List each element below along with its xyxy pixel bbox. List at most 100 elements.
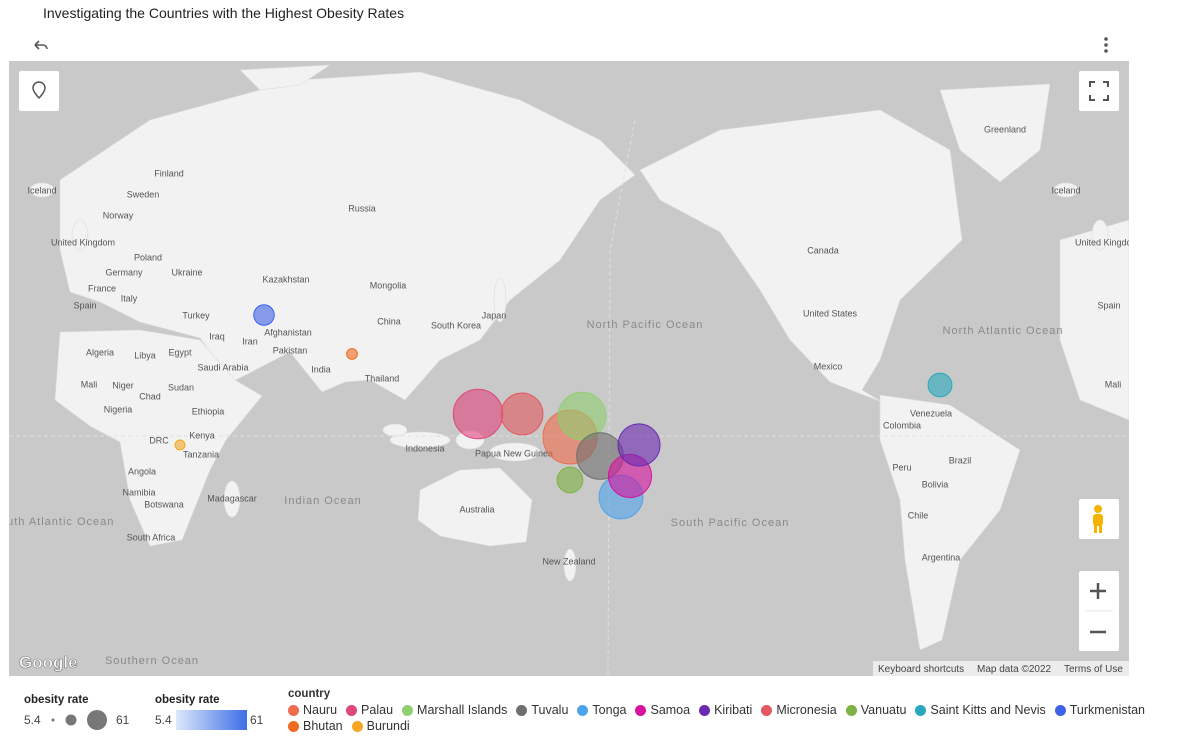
country-label: Spain [73, 300, 96, 310]
bubble [346, 348, 358, 360]
color-legend-max: 61 [250, 713, 264, 727]
country-label: Mexico [814, 361, 843, 371]
locate-button[interactable] [19, 71, 59, 111]
size-legend-min: 5.4 [24, 713, 41, 727]
country-label: United Kingdom [51, 237, 115, 247]
legend-item[interactable]: Bhutan [288, 719, 343, 733]
legend-label: Bhutan [303, 719, 343, 733]
legend-swatch [635, 704, 647, 716]
bubble [253, 304, 275, 326]
legend-label: Saint Kitts and Nevis [930, 703, 1046, 717]
country-label: Egypt [168, 347, 192, 357]
legend-swatch [699, 704, 711, 716]
fullscreen-button[interactable] [1079, 71, 1119, 111]
bubble [617, 423, 661, 467]
country-label: United States [803, 308, 858, 318]
country-label: Argentina [922, 552, 961, 562]
shortcuts-link[interactable]: Keyboard shortcuts [878, 664, 964, 675]
color-legend-title: obesity rate [155, 694, 220, 706]
legend-item[interactable]: Saint Kitts and Nevis [915, 703, 1046, 717]
legend-label: Tuvalu [531, 703, 569, 717]
ocean-label: South Atlantic Ocean [0, 516, 114, 528]
country-label: France [88, 283, 116, 293]
legend-label: Marshall Islands [417, 703, 508, 717]
undo-button[interactable] [34, 40, 48, 50]
legend-item[interactable]: Burundi [351, 719, 410, 733]
legend: country Nauru Palau Marshall Islands Tuvalu… [288, 688, 1198, 733]
legend-item[interactable]: Tonga [577, 703, 626, 717]
legend-item[interactable]: Vanuatu [845, 703, 906, 717]
legend-item[interactable]: Marshall Islands [402, 703, 507, 717]
legend-swatch [351, 720, 363, 732]
legend-label: Nauru [303, 703, 338, 717]
country-label: Venezuela [910, 408, 952, 418]
country-label: Iceland [1051, 185, 1080, 195]
country-label: Poland [134, 252, 162, 262]
country-label: Ethiopia [192, 406, 225, 416]
country-label: Colombia [883, 420, 921, 430]
country-label: Ukraine [171, 267, 202, 277]
legend-swatch [288, 720, 299, 732]
legend-swatch [516, 704, 528, 716]
country-label: DRC [149, 435, 169, 445]
country-label: Angola [128, 466, 156, 476]
country-label: Brazil [949, 455, 972, 465]
country-label: Afghanistan [264, 327, 312, 337]
legend-label: Samoa [650, 703, 691, 717]
ocean-label: North Atlantic Ocean [943, 325, 1064, 337]
legend-items: Nauru Palau Marshall Islands Tuvalu Tonga Sam… [288, 703, 1198, 733]
legend-item[interactable]: Palau [346, 703, 393, 717]
country-label: South Africa [127, 532, 176, 542]
country-label: Finland [154, 168, 184, 178]
country-label: Mali [1105, 379, 1122, 389]
google-logo: Google [19, 653, 78, 672]
legend-swatch [915, 704, 927, 716]
country-label: Mongolia [370, 280, 407, 290]
bubble [452, 388, 504, 440]
menu-button[interactable] [1104, 37, 1108, 53]
country-label: Iceland [27, 185, 56, 195]
country-label: Germany [105, 267, 143, 277]
legend-item[interactable]: Nauru [288, 703, 337, 717]
legend-item[interactable]: Tuvalu [516, 703, 568, 717]
country-label: Iran [242, 336, 258, 346]
legend-item[interactable]: Micronesia [761, 703, 837, 717]
legend-swatch [1054, 704, 1066, 716]
country-label: Algeria [86, 347, 114, 357]
legend-item[interactable]: Kiribati [699, 703, 752, 717]
legend-label: Micronesia [776, 703, 837, 717]
legend-title: country [288, 688, 331, 700]
country-label: Indonesia [405, 443, 444, 453]
legend-item[interactable]: Turkmenistan [1054, 703, 1145, 717]
country-label: Bolivia [922, 479, 949, 489]
color-legend-min: 5.4 [155, 713, 172, 727]
legend-swatch [346, 704, 358, 716]
country-label: Russia [348, 203, 376, 213]
zoom-in[interactable] [1090, 583, 1106, 599]
country-label: Greenland [984, 124, 1026, 134]
country-label: India [311, 364, 331, 374]
country-label: Japan [482, 310, 507, 320]
legend-swatch [761, 704, 773, 716]
country-label: Peru [892, 462, 911, 472]
country-label: South Korea [431, 320, 481, 330]
country-label: Chad [139, 391, 161, 401]
legend-swatch [288, 704, 299, 716]
terms-link[interactable]: Terms of Use [1064, 664, 1123, 675]
country-label: Sudan [168, 382, 194, 392]
country-label: Niger [112, 380, 134, 390]
country-label: Turkey [182, 310, 210, 320]
country-label: Norway [103, 210, 134, 220]
country-label: Mali [81, 379, 98, 389]
country-label: Saudi Arabia [197, 362, 248, 372]
legend-item[interactable]: Samoa [635, 703, 690, 717]
country-label: United Kingdom [1075, 237, 1139, 247]
legend-swatch [402, 704, 414, 716]
ocean-label: North Pacific Ocean [587, 319, 704, 331]
legend-label: Palau [361, 703, 394, 717]
country-label: Chile [908, 510, 929, 520]
legend-label: Kiribati [714, 703, 753, 717]
bubble [927, 372, 953, 398]
